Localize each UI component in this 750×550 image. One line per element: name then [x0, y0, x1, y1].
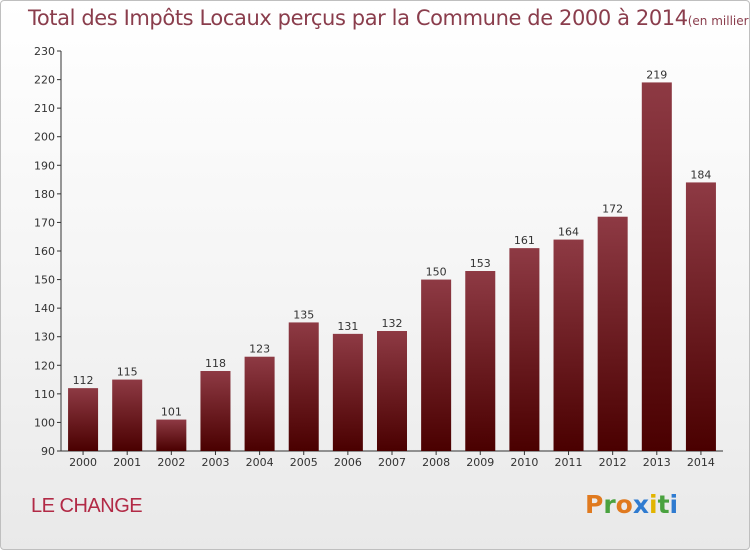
- chart-title: Total des Impôts Locaux perçus par la Co…: [28, 6, 749, 30]
- y-tick-label: 140: [34, 302, 55, 315]
- x-tick-label: 2000: [69, 456, 97, 469]
- x-tick-label: 2014: [687, 456, 715, 469]
- bar: [200, 371, 231, 451]
- y-tick-label: 150: [34, 274, 55, 287]
- bar: [376, 331, 408, 451]
- x-axis: 2000 2001 2002 2003 2004 2005 2006 2007 2008 2009…: [61, 450, 723, 469]
- x-tick-label: 2013: [643, 456, 671, 469]
- y-tick-label: 170: [34, 216, 55, 229]
- y-tick-label: 110: [34, 388, 55, 401]
- data-label: 172: [602, 203, 623, 216]
- x-tick-label: 2005: [290, 456, 318, 469]
- data-label: 219: [646, 68, 667, 81]
- x-tick-label: 2012: [599, 456, 627, 469]
- y-axis: 90 100 110 120 130 140 150 160 170 180 190 200 210 22…: [34, 45, 62, 458]
- data-label: 115: [117, 366, 138, 379]
- bar: [332, 333, 363, 451]
- logo-letter: i: [669, 490, 679, 519]
- y-tick-label: 120: [34, 359, 55, 372]
- bar: [244, 356, 275, 451]
- bar: [685, 182, 716, 451]
- bar: [641, 82, 672, 451]
- y-tick-label: 190: [34, 159, 55, 172]
- data-label: 161: [514, 234, 535, 247]
- y-tick-label: 220: [34, 74, 55, 87]
- data-label: 184: [690, 168, 711, 181]
- data-label: 153: [470, 257, 491, 270]
- data-label: 131: [337, 320, 358, 333]
- data-label: 164: [558, 226, 579, 239]
- x-tick-label: 2002: [157, 456, 185, 469]
- bar: [553, 239, 584, 451]
- x-tick-label: 2010: [510, 456, 538, 469]
- bar: [156, 419, 187, 451]
- bars: 112 115 101 118 123 135 131 132 150 153 161 164 172 2…: [68, 68, 716, 451]
- logo-letter: o: [615, 490, 633, 519]
- bar: [465, 271, 496, 451]
- y-tick-label: 100: [34, 416, 55, 429]
- bar: [112, 379, 143, 451]
- logo-letter: P: [585, 490, 604, 519]
- x-tick-label: 2004: [246, 456, 274, 469]
- y-tick-label: 180: [34, 188, 55, 201]
- bar: [597, 216, 628, 451]
- y-tick-label: 210: [34, 102, 55, 115]
- bar: [68, 388, 99, 451]
- commune-name: LE CHANGE: [31, 495, 143, 517]
- chart-unit: (en milliers d'€): [687, 14, 749, 28]
- y-tick-label: 90: [41, 445, 55, 458]
- y-tick-label: 230: [34, 45, 55, 58]
- chart-title-text: Total des Impôts Locaux perçus par la Co…: [28, 6, 688, 30]
- logo-letter: i: [649, 490, 658, 519]
- data-label: 118: [205, 357, 226, 370]
- data-label: 112: [73, 374, 94, 387]
- bar: [288, 322, 319, 451]
- data-label: 101: [161, 406, 182, 419]
- y-tick-label: 130: [34, 331, 55, 344]
- x-tick-label: 2011: [555, 456, 583, 469]
- x-tick-label: 2001: [113, 456, 141, 469]
- x-tick-label: 2007: [378, 456, 406, 469]
- data-label: 123: [249, 343, 270, 356]
- x-tick-label: 2008: [422, 456, 450, 469]
- bar: [421, 279, 452, 451]
- data-label: 135: [293, 308, 314, 321]
- y-tick-label: 200: [34, 131, 55, 144]
- logo-letter: t: [657, 490, 670, 519]
- bar: [509, 248, 540, 451]
- data-label: 132: [382, 317, 403, 330]
- y-tick-label: 160: [34, 245, 55, 258]
- x-tick-label: 2006: [334, 456, 362, 469]
- logo-letter: x: [632, 490, 649, 519]
- data-label: 150: [426, 266, 447, 279]
- x-tick-label: 2003: [201, 456, 229, 469]
- x-tick-label: 2009: [466, 456, 494, 469]
- proxiti-logo: Proxiti: [585, 490, 678, 519]
- logo-letter: r: [603, 490, 616, 519]
